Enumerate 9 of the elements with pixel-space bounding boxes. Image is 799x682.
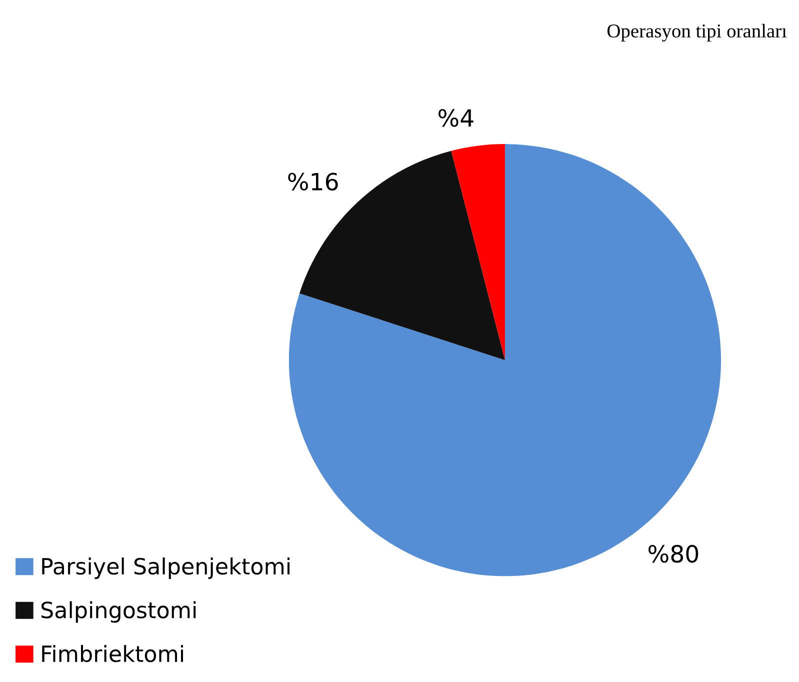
chart-title: Operasyon tipi oranları	[607, 24, 787, 42]
data-label: %80	[648, 544, 698, 563]
pie-slice	[288, 144, 722, 576]
pie-slice	[451, 144, 505, 360]
legend-label: Fimbriektomi	[42, 644, 183, 662]
legend-label: Salpingostomi	[41, 601, 196, 623]
legend-label: Parsiyel Salpenjektomi	[42, 557, 290, 579]
data-label: %4	[438, 109, 474, 127]
data-label: %16	[288, 172, 338, 191]
